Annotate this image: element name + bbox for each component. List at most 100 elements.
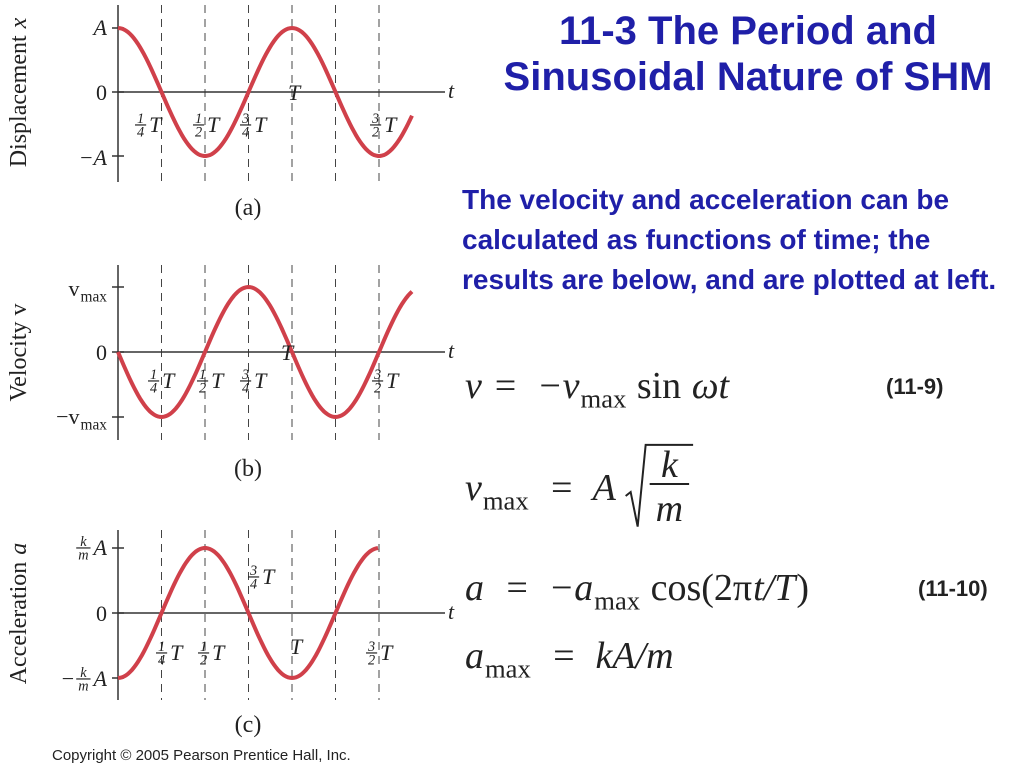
denominator: 2	[200, 652, 207, 668]
math-text: A	[92, 15, 108, 40]
x-tick-label: T	[281, 340, 295, 365]
caption: (a)	[235, 195, 262, 221]
denominator: 4	[250, 576, 257, 592]
math-text: T	[386, 368, 400, 393]
math-text: A	[92, 666, 108, 691]
denominator: m	[78, 547, 88, 563]
math-text: Acceleration	[6, 556, 32, 685]
y-tick-label: 0	[96, 601, 107, 626]
y-tick-label: −v max	[56, 404, 107, 434]
denominator: 4	[242, 124, 249, 140]
curve	[117, 25, 414, 158]
numerator: 1	[150, 367, 157, 383]
y-axis-title: Velocity v	[6, 304, 32, 402]
math-text: x	[6, 17, 32, 29]
denominator: m	[656, 488, 683, 530]
caption: (c)	[235, 712, 262, 738]
numerator: k	[80, 665, 87, 681]
math-text: 0	[96, 601, 107, 626]
sign: −	[62, 666, 74, 691]
math-text: = −v	[483, 365, 580, 407]
math-text: −v	[56, 404, 79, 429]
math-text: ωt	[692, 365, 731, 407]
math-text: T	[211, 368, 225, 393]
y-axis-title: Acceleration a	[6, 543, 32, 685]
math-text: cos(2π	[641, 567, 752, 609]
numerator: 3	[241, 111, 249, 127]
caption: (b)	[234, 456, 262, 482]
math-text: a	[6, 543, 32, 555]
math-text: T	[212, 640, 226, 665]
subscript: max	[594, 586, 640, 616]
x-tick-label: 14 T	[148, 367, 176, 396]
denominator: 2	[195, 124, 202, 140]
x-tick-label: 32 T	[366, 639, 394, 668]
math-text: T	[254, 368, 268, 393]
x-tick-label: 12 T	[193, 111, 221, 140]
x-tick-label: 12 T	[197, 367, 225, 396]
math-text: )	[796, 567, 809, 609]
math-text: 0	[96, 340, 107, 365]
math-text: = kA/m	[532, 635, 674, 677]
y-tick-label: 0	[96, 80, 107, 105]
x-tick-label: 32 T	[372, 367, 400, 396]
equation: v = −v max sin ωt	[465, 365, 731, 414]
math-text: −A	[79, 145, 108, 170]
numerator: 3	[367, 639, 375, 655]
x-tick-label: T	[288, 80, 302, 105]
x-axis-label: t	[448, 338, 455, 363]
math-text: T	[207, 112, 221, 137]
math-text: T	[288, 80, 302, 105]
numerator: 1	[199, 367, 206, 383]
subscript: max	[485, 654, 531, 684]
denominator: 2	[368, 652, 375, 668]
y-tick-label: − km A	[62, 665, 108, 695]
numerator: 3	[241, 367, 249, 383]
curve	[116, 284, 414, 420]
numerator: 3	[373, 367, 381, 383]
equation: v max = A km	[465, 443, 694, 530]
numerator: 3	[371, 111, 379, 127]
denominator: m	[78, 678, 88, 694]
math-text: v	[465, 467, 482, 509]
math-text: a	[465, 567, 484, 609]
denominator: 4	[137, 124, 144, 140]
math-text: a	[465, 635, 484, 677]
math-text: sin	[627, 365, 690, 407]
subscript: max	[483, 486, 529, 516]
x-axis-label: t	[448, 599, 455, 624]
math-text: Velocity v	[6, 304, 32, 402]
equation: a max = kA/m	[465, 635, 674, 684]
sqrt-sign	[625, 443, 694, 527]
subscript: max	[81, 417, 108, 434]
denominator: 2	[199, 380, 206, 396]
y-axis-title: Displacement x	[6, 17, 32, 167]
x-tick-label: 34 T	[248, 563, 276, 592]
numerator: 3	[249, 563, 257, 579]
denominator: 4	[158, 652, 165, 668]
x-tick-label: 34 T	[240, 367, 268, 396]
math-text: T	[170, 640, 184, 665]
equation-number: (11-9)	[886, 374, 943, 399]
math-text: T	[149, 112, 163, 137]
x-tick-label: 14 T	[156, 639, 184, 668]
denominator: 2	[372, 124, 379, 140]
math-text: = A	[530, 467, 625, 509]
x-tick-label: 14 T	[135, 111, 163, 140]
subscript: max	[581, 384, 627, 414]
numerator: 1	[158, 639, 165, 655]
numerator: 1	[200, 639, 207, 655]
numerator: k	[80, 534, 87, 550]
math-text: = −a	[485, 567, 593, 609]
math-text: T	[290, 634, 304, 659]
numerator: 1	[137, 111, 144, 127]
math-text: v	[465, 365, 482, 407]
math-text: T	[262, 564, 276, 589]
math-text: v	[69, 276, 80, 301]
math-text: Displacement	[6, 29, 32, 167]
x-axis-label: t	[448, 78, 455, 103]
